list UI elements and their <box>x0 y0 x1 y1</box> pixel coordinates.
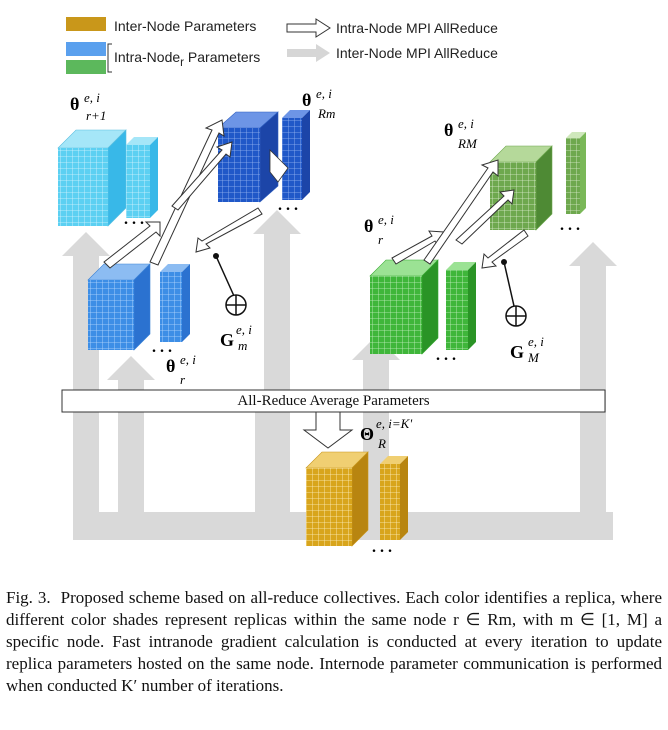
slabs-darkblue <box>282 110 310 200</box>
cube-darkgreen <box>489 145 553 231</box>
legend-inter-node: Inter-Node Parameters <box>114 18 257 34</box>
ellipsis-1: . . . <box>124 211 144 228</box>
allreduce-bar-label: All-Reduce Average Parameters <box>237 393 430 409</box>
theta-r-right-sub: r <box>378 232 384 247</box>
intra-arrow-4 <box>195 207 263 253</box>
slabs-lightgreen <box>566 132 586 214</box>
legend-intra-sub: r <box>180 55 185 69</box>
theta-r-left-sup: e, i <box>180 352 196 367</box>
down-arrow-to-gold <box>302 411 354 449</box>
big-theta-sup: e, i=K' <box>376 416 412 431</box>
caption-text: Proposed scheme based on all-reduce coll… <box>6 588 663 695</box>
intra-arrow-5 <box>269 149 289 183</box>
legend-bracket <box>107 43 112 73</box>
theta-rM: θ <box>444 120 453 140</box>
cube-blue <box>87 263 151 351</box>
intra-arrow-1 <box>103 221 161 269</box>
theta-r-right: θ <box>364 216 373 236</box>
theta-r-left-sub: r <box>180 372 186 387</box>
g-M: G <box>510 342 524 362</box>
theta-r-left: θ <box>166 356 175 376</box>
theta-r-right-sup: e, i <box>378 212 394 227</box>
legend-swatches <box>66 17 331 74</box>
slabs-blue <box>160 264 190 342</box>
big-theta: Θ <box>360 424 374 444</box>
big-theta-sub: R <box>377 436 386 451</box>
legend-inter-allreduce: Inter-Node MPI AllReduce <box>336 45 498 61</box>
slabs-green <box>446 262 476 350</box>
cube-cyan <box>57 129 127 227</box>
gold-params: . . . <box>305 451 408 556</box>
math-labels: θ e, i r+1 θ e, i Rm θ e, i r G e, i m θ… <box>70 86 544 451</box>
g-M-sub: M <box>527 350 540 365</box>
g-M-sup: e, i <box>528 334 544 349</box>
cube-green <box>369 259 439 355</box>
intra-arrow-9 <box>481 229 529 269</box>
intra-arrow-7 <box>423 159 499 265</box>
ellipsis-2: . . . <box>278 197 298 214</box>
intra-node-swatch-blue <box>66 42 106 56</box>
ellipsis-6: . . . <box>372 539 392 556</box>
legend-intra-allreduce: Intra-Node MPI AllReduce <box>336 20 498 36</box>
ellipsis-5: . . . <box>436 347 456 364</box>
ellipsis-4: . . . <box>560 217 580 234</box>
legend-intra-prefix: Intra-Node <box>114 49 181 65</box>
ellipsis-3: . . . <box>152 339 172 356</box>
cube-darkblue <box>217 111 279 203</box>
theta-rm-sub: Rm <box>317 106 335 121</box>
inter-arrow-icon <box>287 44 330 62</box>
legend-intra-suffix: Parameters <box>184 49 261 65</box>
node1-replicas: . . . . . . . . . <box>57 110 310 356</box>
figure-caption: Fig. 3. Proposed scheme based on all-red… <box>6 587 662 697</box>
intra-arrow-8 <box>455 189 515 245</box>
theta-rM-sup: e, i <box>458 116 474 131</box>
theta-rm-sup: e, i <box>316 86 332 101</box>
theta-r1-sup: e, i <box>84 90 100 105</box>
intra-arrow-3 <box>171 141 233 211</box>
g-m-sup: e, i <box>236 322 252 337</box>
intra-arrow-icon <box>286 18 331 38</box>
slabs-cyan <box>126 137 158 218</box>
theta-rM-sub: RM <box>457 136 478 151</box>
node2-replicas: . . . . . . <box>369 132 586 364</box>
g-m: G <box>220 330 234 350</box>
legend-intra-node: Intra-Noder Parameters <box>114 49 260 69</box>
g-m-sub: m <box>238 338 247 353</box>
theta-r1: θ <box>70 94 79 114</box>
inter-node-swatch <box>66 17 106 31</box>
theta-r1-sub: r+1 <box>86 108 106 123</box>
intra-node-swatch-green <box>66 60 106 74</box>
theta-rm: θ <box>302 90 311 110</box>
diagram: . . . . . . . . . <box>57 86 617 556</box>
figure-label: Fig. 3. <box>6 588 51 607</box>
